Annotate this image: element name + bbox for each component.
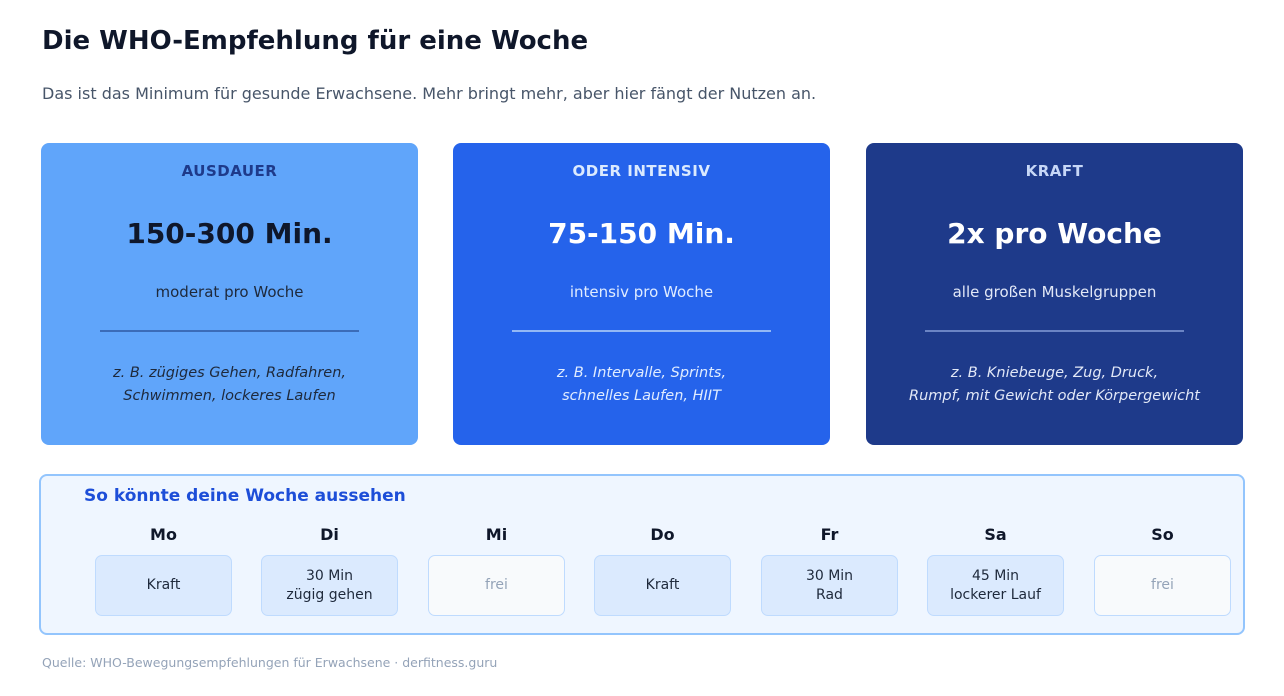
card-example-line: Rumpf, mit Gewicht oder Körpergewicht bbox=[909, 388, 1200, 404]
card-value: 2x pro Woche bbox=[947, 217, 1162, 250]
card-example-line: z. B. zügiges Gehen, Radfahren, bbox=[112, 365, 347, 381]
card-description: intensiv pro Woche bbox=[569, 283, 714, 301]
card-label: AUSDAUER bbox=[181, 162, 278, 180]
card-description: moderat pro Woche bbox=[155, 283, 304, 301]
day-name: Fr bbox=[820, 525, 839, 544]
card-label: KRAFT bbox=[1025, 162, 1084, 180]
day-column-mi: Mi frei bbox=[428, 525, 565, 616]
day-activity: 45 Min lockerer Lauf bbox=[927, 555, 1064, 616]
day-name: Do bbox=[650, 525, 675, 544]
day-column-sa: Sa 45 Min lockerer Lauf bbox=[927, 525, 1064, 616]
day-name: Di bbox=[320, 525, 339, 544]
card-ausdauer: AUSDAUER 150-300 Min. moderat pro Woche … bbox=[41, 143, 418, 445]
day-name: Mi bbox=[485, 525, 508, 544]
card-examples: z. B. Kniebeuge, Zug, Druck, Rumpf, mit … bbox=[866, 362, 1243, 408]
card-example-line: schnelles Laufen, HIIT bbox=[562, 388, 721, 404]
day-activity: frei bbox=[428, 555, 565, 616]
card-divider bbox=[100, 330, 359, 332]
card-example-line: z. B. Kniebeuge, Zug, Druck, bbox=[950, 365, 1159, 381]
day-column-fr: Fr 30 Min Rad bbox=[761, 525, 898, 616]
day-name: Mo bbox=[150, 525, 177, 544]
day-column-so: So frei bbox=[1094, 525, 1231, 616]
page-subtitle: Das ist das Minimum für gesunde Erwachse… bbox=[42, 84, 817, 103]
card-value: 75-150 Min. bbox=[548, 217, 735, 250]
week-plan-title: So könnte deine Woche aussehen bbox=[84, 486, 406, 506]
card-value: 150-300 Min. bbox=[126, 217, 333, 250]
day-activity: frei bbox=[1094, 555, 1231, 616]
day-activity: Kraft bbox=[95, 555, 232, 616]
day-column-do: Do Kraft bbox=[594, 525, 731, 616]
card-kraft: KRAFT 2x pro Woche alle großen Muskelgru… bbox=[866, 143, 1243, 445]
card-intensiv: ODER INTENSIV 75-150 Min. intensiv pro W… bbox=[453, 143, 830, 445]
day-name: So bbox=[1151, 525, 1174, 544]
card-divider bbox=[512, 330, 771, 332]
card-example-line: Schwimmen, lockeres Laufen bbox=[123, 388, 336, 404]
day-column-di: Di 30 Min zügig gehen bbox=[261, 525, 398, 616]
card-examples: z. B. Intervalle, Sprints, schnelles Lau… bbox=[453, 362, 830, 408]
page-title: Die WHO-Empfehlung für eine Woche bbox=[42, 26, 589, 56]
source-note: Quelle: WHO-Bewegungsempfehlungen für Er… bbox=[42, 655, 498, 670]
day-activity: 30 Min zügig gehen bbox=[261, 555, 398, 616]
day-column-mo: Mo Kraft bbox=[95, 525, 232, 616]
card-example-line: z. B. Intervalle, Sprints, bbox=[556, 365, 727, 381]
card-description: alle großen Muskelgruppen bbox=[952, 283, 1157, 301]
card-label: ODER INTENSIV bbox=[572, 162, 711, 180]
card-divider bbox=[925, 330, 1184, 332]
card-examples: z. B. zügiges Gehen, Radfahren, Schwimme… bbox=[41, 362, 418, 408]
day-activity: 30 Min Rad bbox=[761, 555, 898, 616]
week-plan-panel: So könnte deine Woche aussehen Mo Kraft … bbox=[39, 474, 1245, 635]
day-activity: Kraft bbox=[594, 555, 731, 616]
day-name: Sa bbox=[984, 525, 1007, 544]
